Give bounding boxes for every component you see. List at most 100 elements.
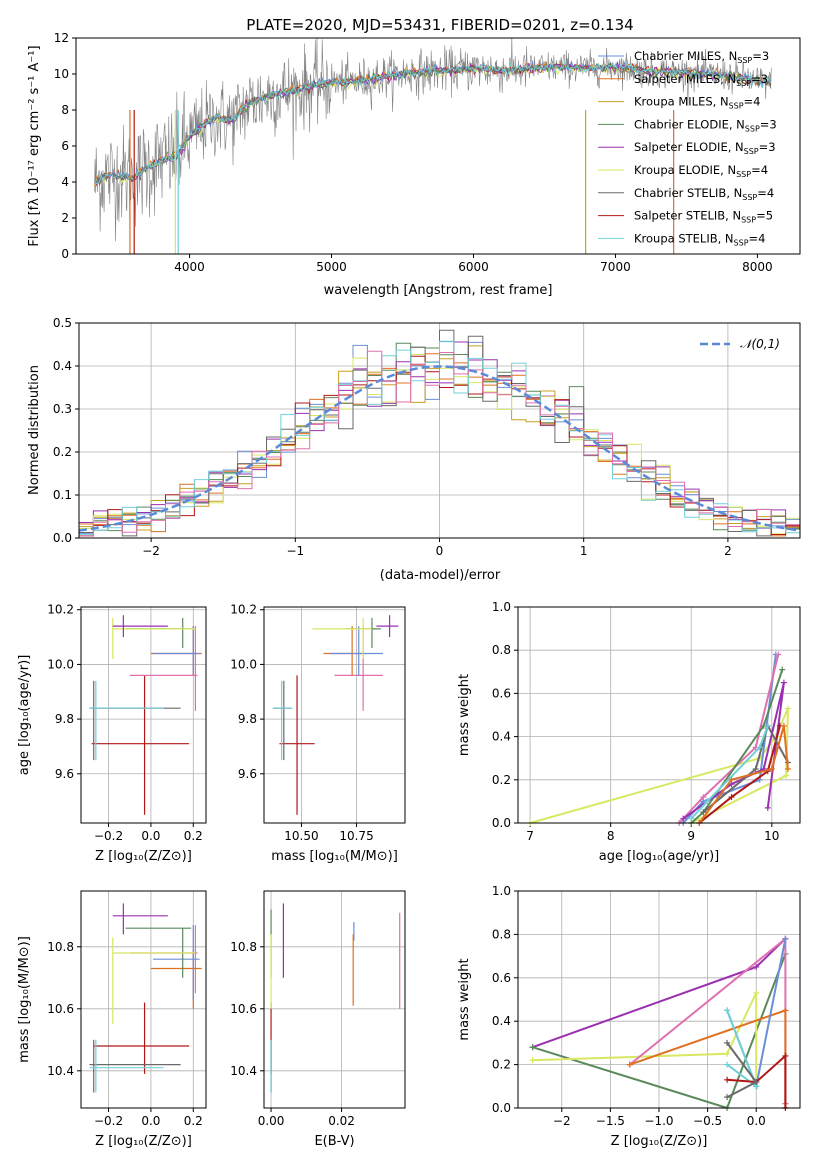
massweight-marker xyxy=(680,815,687,822)
x-tick-label: 9 xyxy=(687,829,695,843)
massweight-marker xyxy=(779,666,786,673)
x-tick-label: −2 xyxy=(553,1114,571,1128)
legend-subscript: SSP xyxy=(741,216,756,225)
massweight-marker xyxy=(728,776,735,783)
legend-subscript: SSP xyxy=(729,102,744,111)
massweight-marker xyxy=(782,1007,789,1014)
legend-entry: Kroupa ELODIE, NSSP=4 xyxy=(634,163,768,179)
legend-entry: 𝒩(0,1) xyxy=(740,337,780,351)
massweight-marker xyxy=(784,766,791,772)
residual-histogram-chart: −2 −1 0 1 2 0.0 0.1 0.2 0.3 0.4 0.5 𝒩(0,1) (data-mod… xyxy=(27,316,801,583)
y-tick-label: 10.8 xyxy=(47,940,74,954)
y-tick-label: 9.6 xyxy=(55,767,74,781)
axes-frame xyxy=(517,890,801,1109)
massweight-marker xyxy=(782,935,789,942)
massweight-series xyxy=(698,725,781,823)
age-vs-mass-chart: 10.50 10.75 9.6 9.8 10.0 10.2 mass [log₁₀(M/M⊙… xyxy=(230,603,406,864)
massweight-marker xyxy=(724,1050,731,1057)
y-axis-label: mass weight xyxy=(457,958,472,1040)
legend-entry: Kroupa STELIB, NSSP=4 xyxy=(634,231,765,247)
x-tick-label: 10 xyxy=(764,829,779,843)
y-tick-label: 9.8 xyxy=(238,712,257,726)
y-tick-label: 0.6 xyxy=(492,686,511,700)
massweight-marker xyxy=(780,679,787,686)
axes-frame xyxy=(263,890,406,1109)
x-tick-label: 0.0 xyxy=(141,829,160,843)
y-tick-label: 10.8 xyxy=(230,940,257,954)
y-tick-label: 0.0 xyxy=(492,1101,511,1115)
legend-entry: Salpeter MILES, NSSP=3 xyxy=(634,72,768,88)
mass-vs-ebv-chart: 0.00 0.02 10.4 10.6 10.8 E(B-V) xyxy=(230,890,406,1149)
spectrum-chart: 4000 5000 6000 7000 8000 0 2 4 6 8 10 12 Chabrier MI… xyxy=(27,31,801,298)
massweight-series xyxy=(690,725,769,820)
massweight-marker xyxy=(700,809,707,816)
legend-entry: Salpeter STELIB, NSSP=5 xyxy=(634,209,773,225)
massweight-marker xyxy=(688,815,695,822)
axes-frame xyxy=(517,606,801,824)
y-tick-label: 6 xyxy=(61,139,69,153)
y-tick-label: 0 xyxy=(61,247,69,261)
massweight-marker xyxy=(724,1076,731,1083)
mass-vs-metallicity-chart: −0.2 0.0 0.2 10.4 10.6 10.8 Z [log₁₀(Z/Z⊙)] mas… xyxy=(17,890,207,1149)
x-tick-label: 4000 xyxy=(174,260,205,274)
y-axis-label: age [log₁₀(age/yr)] xyxy=(17,655,32,776)
y-tick-label: 10.6 xyxy=(47,1002,74,1016)
x-tick-label: 10.50 xyxy=(284,829,318,843)
massweight-marker xyxy=(724,1039,731,1046)
y-axis-label: Normed distribution xyxy=(27,365,42,495)
legend-entry: Kroupa MILES, NSSP=4 xyxy=(634,95,760,111)
legend-value: =4 xyxy=(757,186,774,200)
legend-entry: Chabrier ELODIE, NSSP=3 xyxy=(634,117,777,133)
legend-value: =3 xyxy=(751,72,768,86)
y-tick-label: 10.4 xyxy=(230,1064,257,1078)
y-axis-label: mass weight xyxy=(457,674,472,756)
legend-subscript: SSP xyxy=(742,193,757,202)
massweight-marker xyxy=(782,1052,789,1059)
axes-frame xyxy=(263,606,406,824)
y-tick-label: 0.4 xyxy=(53,359,72,373)
x-axis-label: Z [log₁₀(Z/Z⊙)] xyxy=(95,849,192,864)
y-tick-label: 12 xyxy=(54,31,69,45)
y-tick-label: 10.2 xyxy=(230,603,257,617)
massweight-vs-age-chart: 7 8 9 10 0.0 0.2 0.4 0.6 0.8 1.0 age [log₁₀(age/yr… xyxy=(457,600,801,864)
massweight-marker xyxy=(783,772,790,779)
legend-value: =5 xyxy=(756,209,773,223)
y-tick-label: 1.0 xyxy=(492,600,511,614)
y-tick-label: 0.5 xyxy=(53,316,72,330)
x-axis-label: E(B-V) xyxy=(314,1134,354,1149)
x-tick-label: −1.5 xyxy=(596,1114,625,1128)
x-axis-label: wavelength [Angstrom, rest frame] xyxy=(324,283,553,298)
y-tick-label: 0.4 xyxy=(492,730,511,744)
x-axis-label: (data-model)/error xyxy=(380,568,501,583)
y-tick-label: 1.0 xyxy=(492,884,511,898)
x-tick-label: −1 xyxy=(286,544,304,558)
y-tick-label: 10.6 xyxy=(230,1002,257,1016)
massweight-marker xyxy=(704,798,711,805)
massweight-marker xyxy=(724,1094,731,1101)
y-tick-label: 9.6 xyxy=(238,767,257,781)
axes-frame xyxy=(75,37,801,255)
y-tick-label: 0.0 xyxy=(53,531,72,545)
x-tick-label: 7000 xyxy=(600,260,631,274)
x-tick-label: 5000 xyxy=(316,260,347,274)
x-tick-label: 7 xyxy=(526,829,534,843)
massweight-marker xyxy=(529,1057,536,1064)
histogram-series xyxy=(79,350,800,538)
massweight-marker xyxy=(753,1078,760,1085)
spectrum-model-line xyxy=(94,60,772,185)
x-tick-label: −0.2 xyxy=(94,1114,123,1128)
massweight-marker xyxy=(728,794,735,801)
massweight-marker xyxy=(724,1007,731,1014)
y-tick-label: 0.8 xyxy=(492,643,511,657)
legend-value: =4 xyxy=(749,231,766,245)
legend-entry: Salpeter ELODIE, NSSP=3 xyxy=(634,140,776,156)
y-tick-label: 10.2 xyxy=(47,603,74,617)
massweight-vs-metallicity-chart: −2 −1.5 −1.0 −0.5 0.0 0.0 0.2 0.4 0.6 0.8 1.0 Z [lo… xyxy=(457,884,801,1149)
y-tick-label: 9.8 xyxy=(55,712,74,726)
x-tick-label: 8 xyxy=(607,829,615,843)
figure-title: PLATE=2020, MJD=53431, FIBERID=0201, z=0… xyxy=(246,16,633,34)
x-tick-label: 0.0 xyxy=(747,1114,766,1128)
legend-subscript: SSP xyxy=(744,147,759,156)
x-tick-label: −0.2 xyxy=(94,829,123,843)
legend-subscript: SSP xyxy=(737,56,752,65)
